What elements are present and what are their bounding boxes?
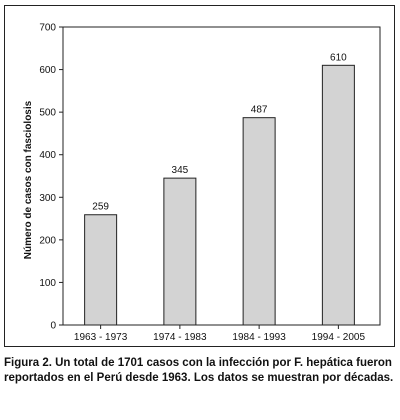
y-tick-label: 700 [39, 23, 56, 34]
y-tick-label: 0 [50, 321, 56, 332]
bar-1 [84, 214, 118, 326]
y-tick-label: 300 [39, 193, 56, 204]
plot-area-border [62, 26, 381, 326]
x-tick-label: 1994 - 2005 [312, 332, 366, 343]
bar-2 [163, 177, 197, 326]
y-tick-label: 600 [39, 65, 56, 76]
bar-4 [321, 64, 355, 326]
y-tick-label: 200 [39, 235, 56, 246]
y-tick-label: 500 [39, 108, 56, 119]
x-tick-label: 1963 - 1973 [74, 332, 128, 343]
figure-caption: Figura 2. Un total de 1701 casos con la … [4, 357, 394, 384]
bar-value-label: 345 [172, 165, 189, 176]
bar-3 [242, 117, 276, 326]
x-tick-label: 1974 - 1983 [153, 332, 207, 343]
x-tick-label: 1984 - 1993 [232, 332, 286, 343]
bar-value-label: 259 [92, 202, 109, 213]
bar-chart: Número de casos con fasciolosis 0 100 200 3… [23, 23, 381, 343]
bar-value-label: 487 [251, 105, 268, 116]
y-axis-label: Número de casos con fasciolosis [23, 100, 34, 259]
y-tick-label: 400 [39, 150, 56, 161]
y-tick-label: 100 [39, 278, 56, 289]
bar-value-label: 610 [330, 52, 347, 63]
chart-frame [4, 5, 395, 347]
